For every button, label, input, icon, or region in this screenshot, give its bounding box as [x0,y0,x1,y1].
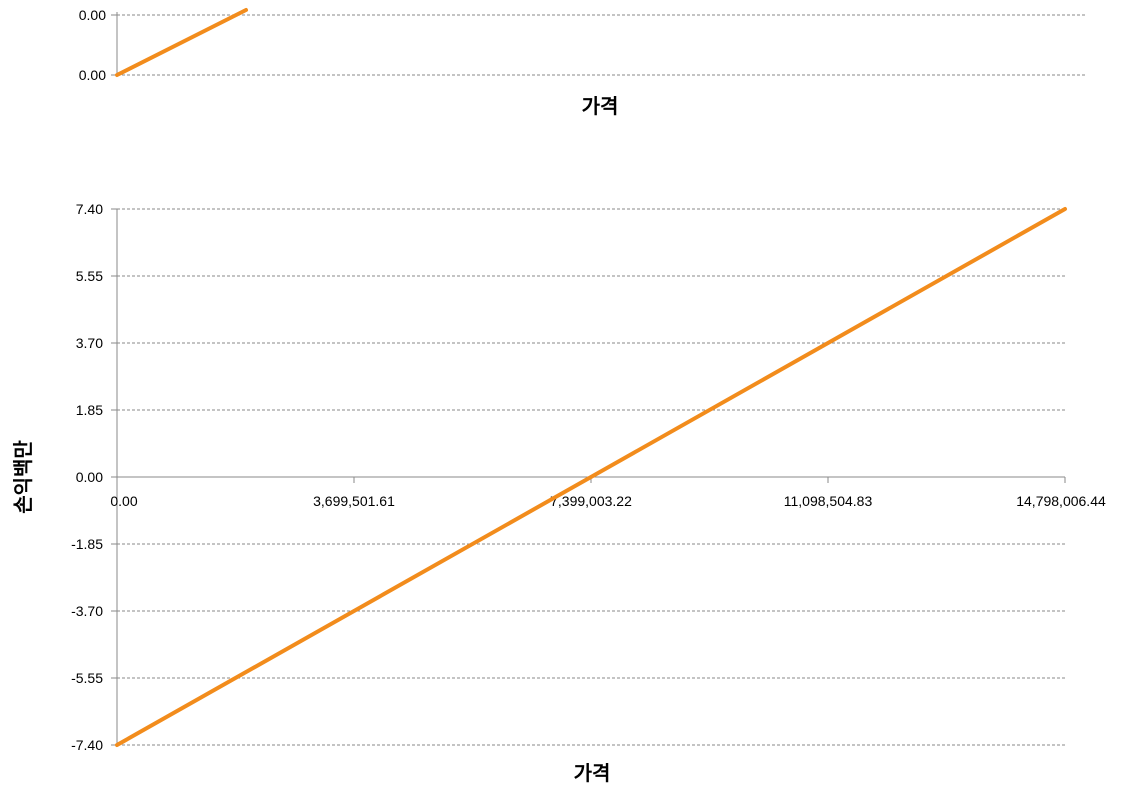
x-tick-label: 7,399,003.22 [550,493,632,509]
bottom-y-axis-title: 손익백만 [11,440,35,514]
x-tick-label: 0.00 [110,493,137,509]
top-series-line [115,8,248,77]
y-tick-label: -3.70 [71,603,103,619]
y-tick-label: -5.55 [71,670,103,686]
y-tick-label: 5.55 [76,268,103,284]
bottom-series-line [115,207,1067,747]
bottom-x-axis-title: 가격 [574,761,611,785]
bottom-y-tick-marks [111,208,117,746]
top-x-axis-title: 가격 [582,94,619,118]
bottom-gridlines [117,208,1065,746]
y-tick-label: 7.40 [76,201,103,217]
y-tick-label: 3.70 [76,335,103,351]
y-tick-label: -7.40 [71,737,103,753]
x-tick-label: 14,798,006.44 [1016,493,1106,509]
y-tick-label: 1.85 [76,402,103,418]
top-y-tick-label-upper: 0.00 [79,7,106,23]
x-tick-label: 3,699,501.61 [313,493,395,509]
bottom-x-tick-labels: 0.00 3,699,501.61 7,399,003.22 11,098,50… [110,493,1106,509]
y-tick-label: -1.85 [71,536,103,552]
bottom-chart: 7.40 5.55 3.70 1.85 0.00 -1.85 -3.70 -5.… [11,201,1106,785]
x-tick-label: 11,098,504.83 [784,493,873,509]
top-chart: 0.00 0.00 가격 [79,7,1085,118]
bottom-y-tick-labels: 7.40 5.55 3.70 1.85 0.00 -1.85 -3.70 -5.… [71,201,103,753]
top-y-tick-label-zero: 0.00 [79,67,106,83]
y-tick-label: 0.00 [76,469,103,485]
